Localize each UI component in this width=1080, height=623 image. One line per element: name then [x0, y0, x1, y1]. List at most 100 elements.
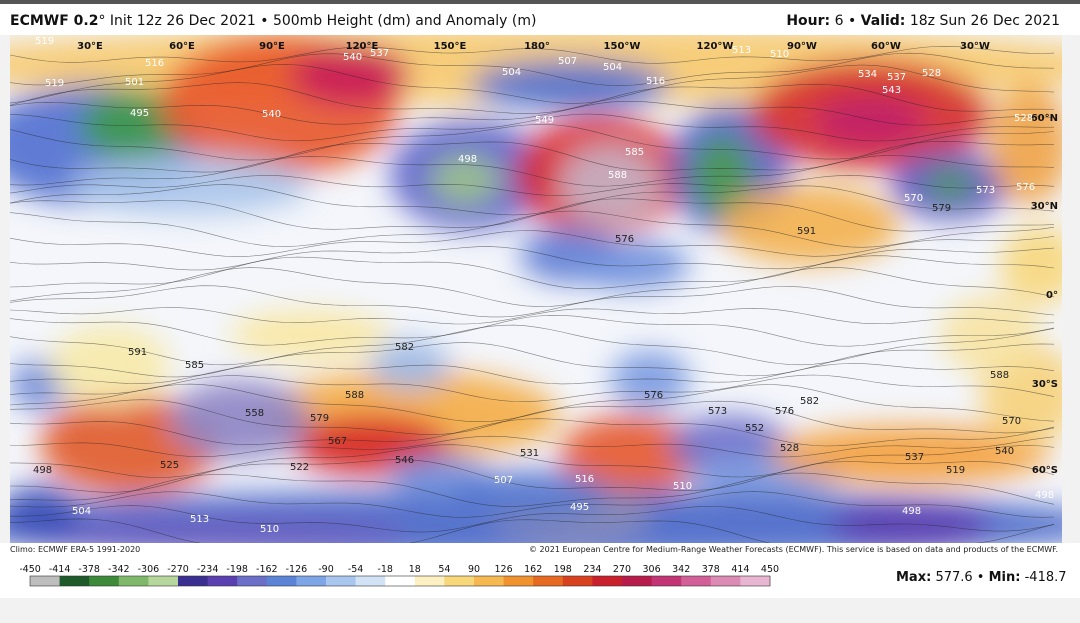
longitude-label: 30°E — [77, 41, 103, 52]
anomaly-blob — [815, 95, 925, 145]
contour-label: 513 — [190, 514, 209, 525]
contour-label: 549 — [535, 115, 554, 126]
contour-label: 540 — [262, 109, 281, 120]
colorbar-segment — [562, 576, 593, 586]
colorbar-segment — [178, 576, 209, 586]
latitude-label: 60°N — [1031, 113, 1058, 124]
colorbar-tick-label: 342 — [672, 564, 690, 575]
longitude-label: 60°E — [169, 41, 195, 52]
separator: • — [976, 570, 985, 585]
contour-label: 588 — [608, 170, 627, 181]
anomaly-blob — [830, 500, 990, 543]
anomaly-blob — [470, 60, 670, 110]
contour-label: 498 — [33, 465, 52, 476]
contour-line — [10, 64, 1055, 104]
contour-label: 507 — [558, 56, 577, 67]
colorbar-tick-label: -270 — [167, 564, 189, 575]
contour-label: 513 — [732, 45, 751, 56]
colorbar-segment — [503, 576, 534, 586]
longitude-label: 90°E — [259, 41, 285, 52]
climo: Climo: ECMWF ERA-5 1991-2020 — [10, 545, 141, 554]
contour-label: 570 — [1002, 416, 1021, 427]
colorbar-tick-label: -450 — [20, 564, 41, 575]
colorbar-tick-label: 162 — [524, 564, 542, 575]
contour-label: 546 — [395, 455, 414, 466]
colorbar-tick-label: -126 — [286, 564, 308, 575]
latitude-label: 30°N — [1031, 201, 1058, 212]
anomaly-blob — [925, 170, 975, 200]
contour-label: 504 — [502, 67, 521, 78]
colorbar-segment — [296, 576, 327, 586]
contour-label: 588 — [345, 390, 364, 401]
valid: 18z Sun 26 Dec 2021 — [909, 13, 1060, 29]
contour-line — [10, 198, 1055, 232]
contour-label: 528 — [780, 443, 799, 454]
contour-label: 504 — [603, 62, 622, 73]
latitude-label: 0° — [1046, 290, 1058, 301]
contour-line — [10, 210, 1055, 248]
colorbar-tick-label: 414 — [731, 564, 749, 575]
contour-label: 510 — [770, 49, 789, 60]
longitude-label: 120°E — [346, 41, 379, 52]
contour-label: 516 — [575, 474, 594, 485]
contour-label: 537 — [887, 72, 906, 83]
anomaly-field — [10, 35, 1062, 543]
contour-label: 585 — [185, 360, 204, 371]
colorbar-tick-label: 270 — [613, 564, 631, 575]
colorbar-tick-label: -54 — [348, 564, 364, 575]
longitude-label: 180° — [524, 41, 550, 52]
contour-line — [10, 444, 1055, 478]
contour-label: 588 — [990, 370, 1009, 381]
latitude-label: 60°S — [1032, 465, 1058, 476]
colorbar-segment — [385, 576, 416, 586]
colorbar-segment — [237, 576, 268, 586]
colorbar-tick-label: 234 — [583, 564, 601, 575]
contour-line — [10, 383, 1055, 423]
contour-label: 576 — [644, 390, 663, 401]
description: Init 12z 26 Dec 2021 • 500mb Height (dm)… — [109, 13, 537, 29]
contour-label: 573 — [708, 406, 727, 417]
contour-label: 591 — [128, 347, 147, 358]
contour-label: 510 — [673, 481, 692, 492]
contour-line — [10, 255, 1055, 290]
contour-label: 579 — [310, 413, 329, 424]
contour-label: 591 — [797, 226, 816, 237]
colorbar-tick-label: 18 — [409, 564, 421, 575]
contour-line — [10, 184, 1055, 216]
contour-label: 534 — [858, 69, 877, 80]
longitude-label: 30°W — [960, 41, 990, 52]
contour-label: 528 — [922, 68, 941, 79]
contour-label: 495 — [130, 108, 149, 119]
header: ECMWF 0.2° Init 12z 26 Dec 2021 • 500mb … — [0, 0, 1080, 35]
contour-line — [10, 374, 1055, 403]
contour-label: 579 — [932, 203, 951, 214]
degree: ° — [98, 13, 106, 29]
colorbar-tick-label: 450 — [761, 564, 779, 575]
contour-label: 576 — [615, 234, 634, 245]
contour-line — [10, 101, 1055, 126]
longitude-label: 150°W — [604, 41, 641, 52]
colorbar-segment — [266, 576, 297, 586]
contour-label: 537 — [905, 452, 924, 463]
contour-line — [10, 140, 1055, 173]
contour-line — [10, 307, 1055, 325]
colorbar-tick-label: -18 — [377, 564, 393, 575]
colorbar-segment — [444, 576, 475, 586]
contour-label: 510 — [260, 524, 279, 535]
colorbar-segment — [326, 576, 357, 586]
anomaly-blob — [560, 415, 700, 495]
contour-label: 582 — [395, 342, 414, 353]
colorbar-segment — [740, 576, 771, 586]
anomaly-blob — [370, 340, 450, 390]
colorbar-tick-label: -162 — [256, 564, 278, 575]
contour-line — [10, 435, 1055, 458]
colorbar-segment — [622, 576, 653, 586]
anomaly-blob — [1000, 225, 1062, 305]
contour-label: 501 — [125, 77, 144, 88]
longitude-label: 120°W — [697, 41, 734, 52]
contour-label: 582 — [800, 396, 819, 407]
contour-label: 519 — [35, 36, 54, 47]
contour-line — [10, 45, 1055, 64]
colorbar-frame — [29, 575, 771, 587]
contour-label: 498 — [1035, 490, 1054, 501]
